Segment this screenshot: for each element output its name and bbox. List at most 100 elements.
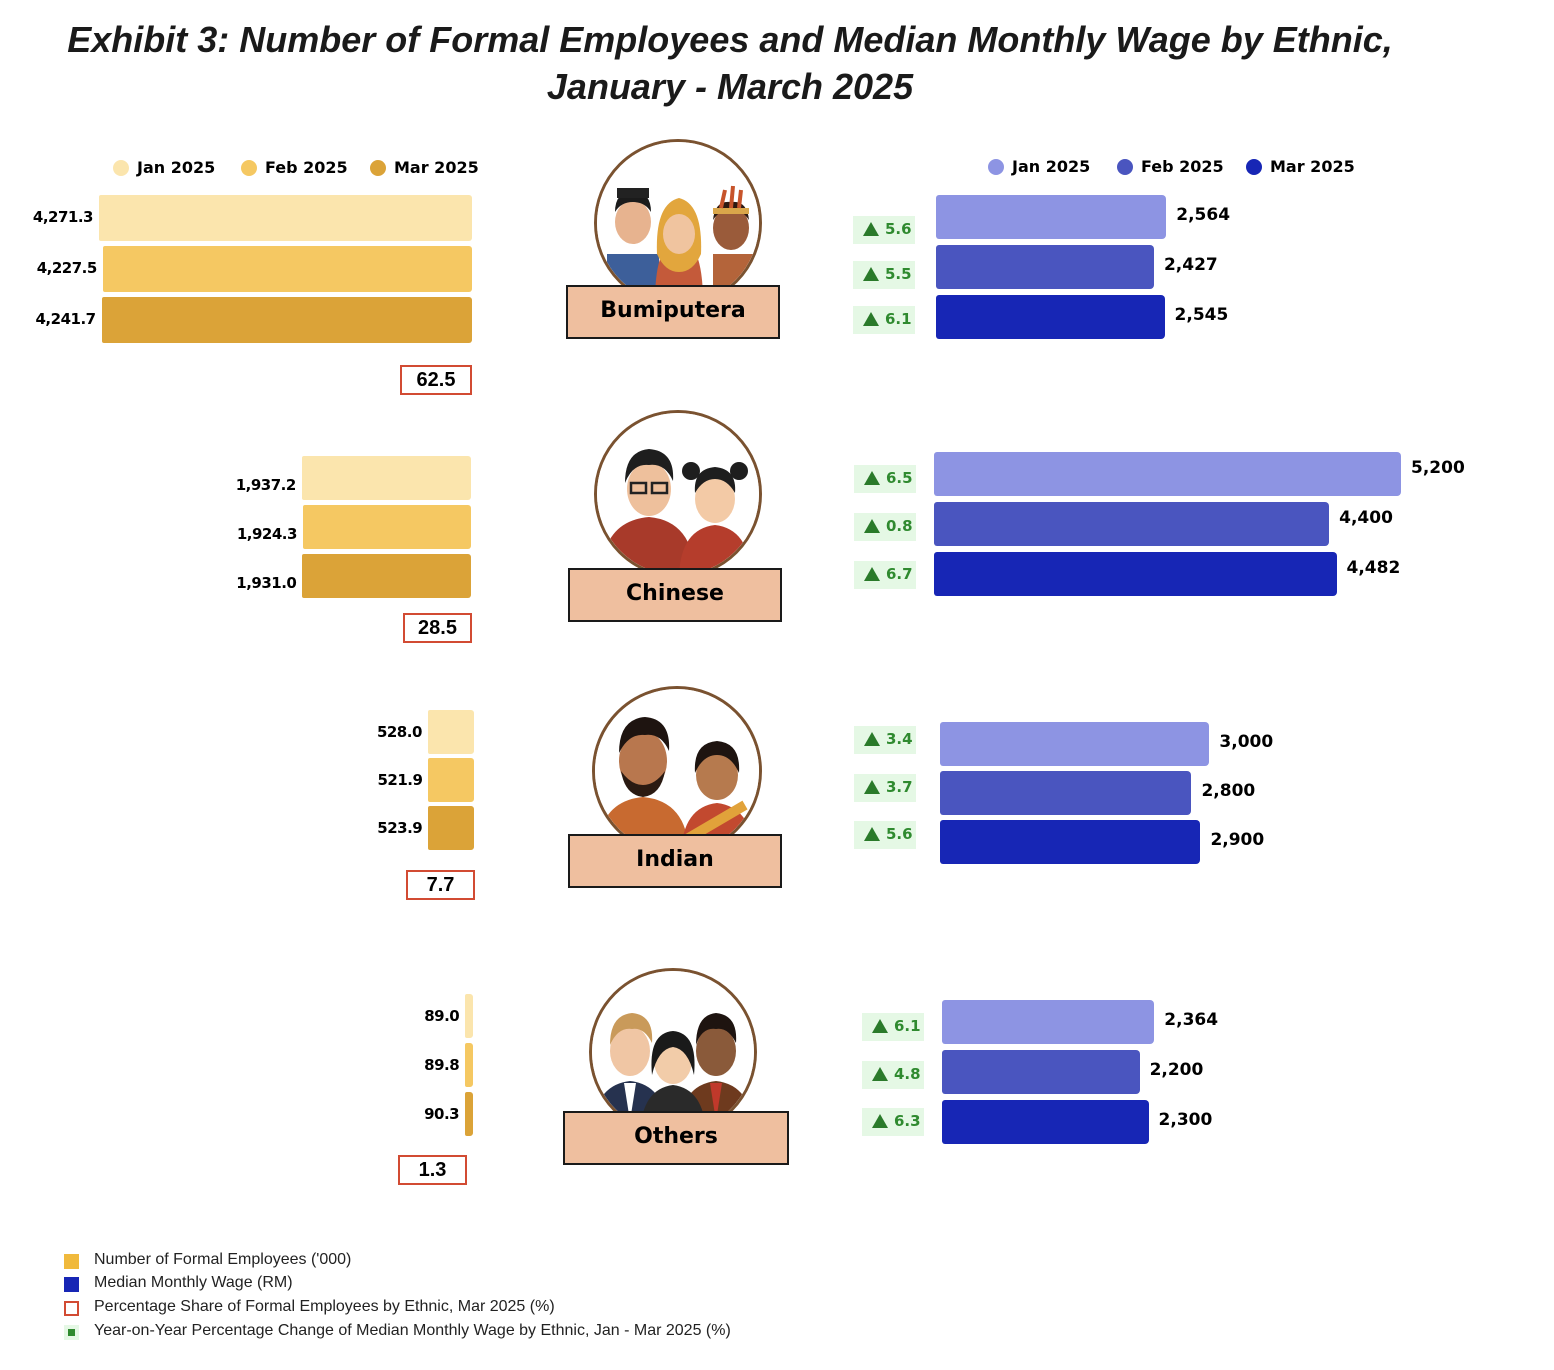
legend-dot-jan xyxy=(113,160,129,176)
up-triangle-icon xyxy=(872,1019,888,1033)
up-triangle-icon xyxy=(864,567,880,581)
legend-label: Mar 2025 xyxy=(1270,157,1355,176)
yoy-change-value: 6.1 xyxy=(885,310,912,328)
yoy-change-box: 6.3 xyxy=(862,1108,924,1136)
footnote-label: Median Monthly Wage (RM) xyxy=(94,1274,293,1291)
wage-value-label: 2,364 xyxy=(1164,1010,1219,1030)
yoy-change-box: 0.8 xyxy=(854,513,916,541)
ethnic-label-indian: Indian xyxy=(568,834,782,888)
chart-title: Exhibit 3: Number of Formal Employees an… xyxy=(0,16,1460,110)
yoy-change-box: 3.7 xyxy=(854,774,916,802)
wage-bar-indian-1 xyxy=(940,722,1210,766)
yoy-change-value: 5.5 xyxy=(885,265,912,283)
yoy-change-value: 0.8 xyxy=(886,517,913,535)
employees-value-label: 4,271.3 xyxy=(32,208,94,226)
footnote-label: Year-on-Year Percentage Change of Median… xyxy=(94,1322,731,1339)
wage-bar-others-2 xyxy=(942,1050,1140,1094)
footnote-swatch-share xyxy=(64,1301,79,1316)
wage-value-label: 2,900 xyxy=(1210,830,1265,850)
share-percentage-box: 62.5 xyxy=(400,365,472,395)
yoy-change-box: 6.7 xyxy=(854,561,916,589)
employees-value-label: 1,937.2 xyxy=(235,476,297,494)
employees-value-label: 90.3 xyxy=(424,1105,460,1123)
legend-dot-mar xyxy=(370,160,386,176)
wage-value-label: 5,200 xyxy=(1411,458,1465,478)
ethnic-label-others: Others xyxy=(563,1111,789,1165)
up-triangle-icon xyxy=(863,222,879,236)
up-triangle-icon xyxy=(863,267,879,281)
wage-bar-bumiputera-2 xyxy=(936,245,1154,289)
wage-value-label: 2,200 xyxy=(1149,1060,1204,1080)
employees-bar-chinese-2 xyxy=(302,505,471,549)
wage-bar-chinese-3 xyxy=(934,552,1337,596)
up-triangle-icon xyxy=(864,827,880,841)
legend-dot-mar xyxy=(1246,159,1262,175)
employees-bar-others-2 xyxy=(465,1043,473,1087)
footnote-swatch-yoy xyxy=(64,1325,79,1340)
up-triangle-icon xyxy=(864,732,880,746)
yoy-change-box: 6.1 xyxy=(862,1013,924,1041)
footnote-label: Number of Formal Employees ('000) xyxy=(94,1251,352,1268)
wage-bar-indian-3 xyxy=(940,820,1201,864)
wage-value-label: 2,564 xyxy=(1176,205,1231,225)
yoy-change-box: 4.8 xyxy=(862,1061,924,1089)
chart-title-line-2: January - March 2025 xyxy=(546,66,914,107)
legend-label: Feb 2025 xyxy=(265,158,348,177)
share-percentage-box: 1.3 xyxy=(398,1155,467,1185)
yoy-change-value: 5.6 xyxy=(886,825,913,843)
up-triangle-icon xyxy=(864,519,880,533)
wage-bar-indian-2 xyxy=(940,771,1192,815)
up-triangle-icon xyxy=(872,1067,888,1081)
employees-value-label: 4,241.7 xyxy=(35,310,97,328)
employees-value-label: 1,924.3 xyxy=(236,525,298,543)
chart-title-line-1: Exhibit 3: Number of Formal Employees an… xyxy=(67,19,1393,60)
wage-bar-bumiputera-1 xyxy=(936,195,1167,239)
legend-label: Jan 2025 xyxy=(137,158,216,177)
wage-value-label: 4,482 xyxy=(1346,558,1401,578)
yoy-change-value: 4.8 xyxy=(894,1065,921,1083)
yoy-change-value: 3.4 xyxy=(886,730,913,748)
employees-value-label: 89.8 xyxy=(424,1056,460,1074)
wage-value-label: 2,800 xyxy=(1201,781,1256,801)
yoy-change-box: 5.5 xyxy=(853,261,915,289)
yoy-change-box: 3.4 xyxy=(854,726,916,754)
wage-bar-bumiputera-3 xyxy=(936,295,1165,339)
wage-value-label: 3,000 xyxy=(1219,732,1274,752)
employees-bar-chinese-3 xyxy=(302,554,471,598)
wage-value-label: 2,300 xyxy=(1158,1110,1213,1130)
employees-bar-bumiputera-2 xyxy=(102,246,472,292)
employees-bar-indian-1 xyxy=(427,710,474,754)
yoy-change-value: 6.1 xyxy=(894,1017,921,1035)
employees-bar-bumiputera-3 xyxy=(101,297,472,343)
up-triangle-icon xyxy=(864,471,880,485)
yoy-change-value: 6.3 xyxy=(894,1112,921,1130)
indian-portrait-illustration xyxy=(592,686,762,856)
chinese-portrait-illustration xyxy=(594,410,762,578)
employees-value-label: 521.9 xyxy=(377,771,423,789)
wage-bar-others-3 xyxy=(942,1100,1149,1144)
employees-bar-chinese-1 xyxy=(301,456,471,500)
employees-bar-bumiputera-1 xyxy=(99,195,472,241)
wage-bar-chinese-1 xyxy=(934,452,1401,496)
employees-bar-others-1 xyxy=(465,994,473,1038)
share-percentage-box: 28.5 xyxy=(403,613,472,643)
yoy-change-value: 6.7 xyxy=(886,565,913,583)
employees-value-label: 4,227.5 xyxy=(36,259,98,277)
share-percentage-box: 7.7 xyxy=(406,870,475,900)
employees-bar-indian-2 xyxy=(428,758,474,802)
yoy-change-value: 6.5 xyxy=(886,469,913,487)
employees-bar-others-3 xyxy=(465,1092,473,1136)
wage-bar-chinese-2 xyxy=(934,502,1330,546)
employees-value-label: 528.0 xyxy=(376,723,422,741)
employees-value-label: 89.0 xyxy=(424,1007,460,1025)
employees-bar-indian-3 xyxy=(428,806,474,850)
employees-value-label: 1,931.0 xyxy=(236,574,297,592)
yoy-change-value: 5.6 xyxy=(885,220,912,238)
employees-value-label: 523.9 xyxy=(377,819,423,837)
legend-label: Jan 2025 xyxy=(1012,157,1091,176)
bumiputera-portrait-illustration xyxy=(594,139,762,307)
legend-dot-jan xyxy=(988,159,1004,175)
up-triangle-icon xyxy=(872,1114,888,1128)
wage-bar-others-1 xyxy=(942,1000,1155,1044)
up-triangle-icon xyxy=(864,780,880,794)
